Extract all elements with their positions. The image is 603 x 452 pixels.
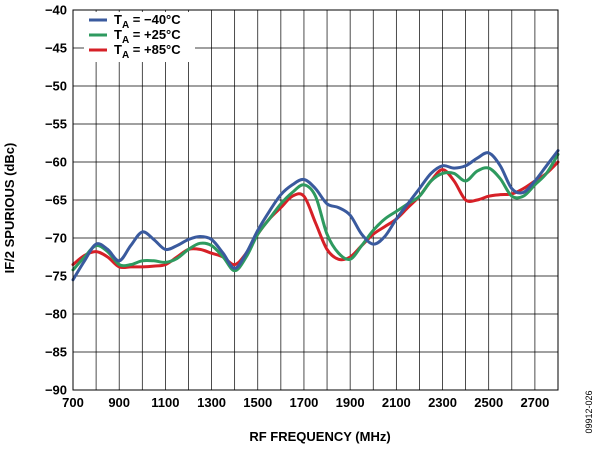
x-tick-label: 1900 [336,395,365,410]
series-line-plus85 [71,160,560,270]
legend-label-minus40: TA = −40°C [114,12,181,31]
x-axis-title: RF FREQUENCY (MHz) [249,429,390,444]
y-tick-label: −85 [45,345,67,360]
y-tick-label: −75 [45,269,67,284]
x-tick-label: 1500 [243,395,272,410]
plot-area-border [72,9,559,391]
x-tick-label: 900 [108,395,130,410]
x-tick-label: 2100 [382,395,411,410]
series-line-minus40 [71,149,560,282]
figure-id: 09912-026 [584,390,594,433]
y-tick-labels: −90 −85 −80 −75 −70 −65 −60 −55 −50 −45 −40 [45,3,67,398]
y-axis-title: IF/2 SPURIOUS (dBc) [2,143,17,274]
y-tick-label: −80 [45,307,67,322]
y-tick-label: −55 [45,117,67,132]
series-lines [71,149,560,282]
y-tick-label: −70 [45,231,67,246]
y-tick-label: −90 [45,383,67,398]
y-tick-label: −50 [45,79,67,94]
legend-label-plus25: TA = +25°C [114,27,181,46]
series-line-plus25 [71,152,560,273]
y-tick-label: −40 [45,3,67,18]
x-tick-labels: 700 900 1100 1300 1500 1700 1900 2100 2300 2500 27… [62,395,549,410]
y-tick-label: −45 [45,41,67,56]
x-tick-label: 2500 [474,395,503,410]
x-tick-label: 2300 [428,395,457,410]
legend-label-plus85: TA = +85°C [114,42,181,61]
x-tick-label: 2700 [520,395,549,410]
x-tick-label: 1700 [289,395,318,410]
x-tick-label: 700 [62,395,84,410]
y-tick-label: −60 [45,155,67,170]
x-tick-label: 1100 [151,395,179,410]
y-tick-label: −65 [45,193,67,208]
x-tick-label: 1300 [197,395,226,410]
legend: TA = −40°CTA = +25°CTA = +85°C [84,12,195,62]
